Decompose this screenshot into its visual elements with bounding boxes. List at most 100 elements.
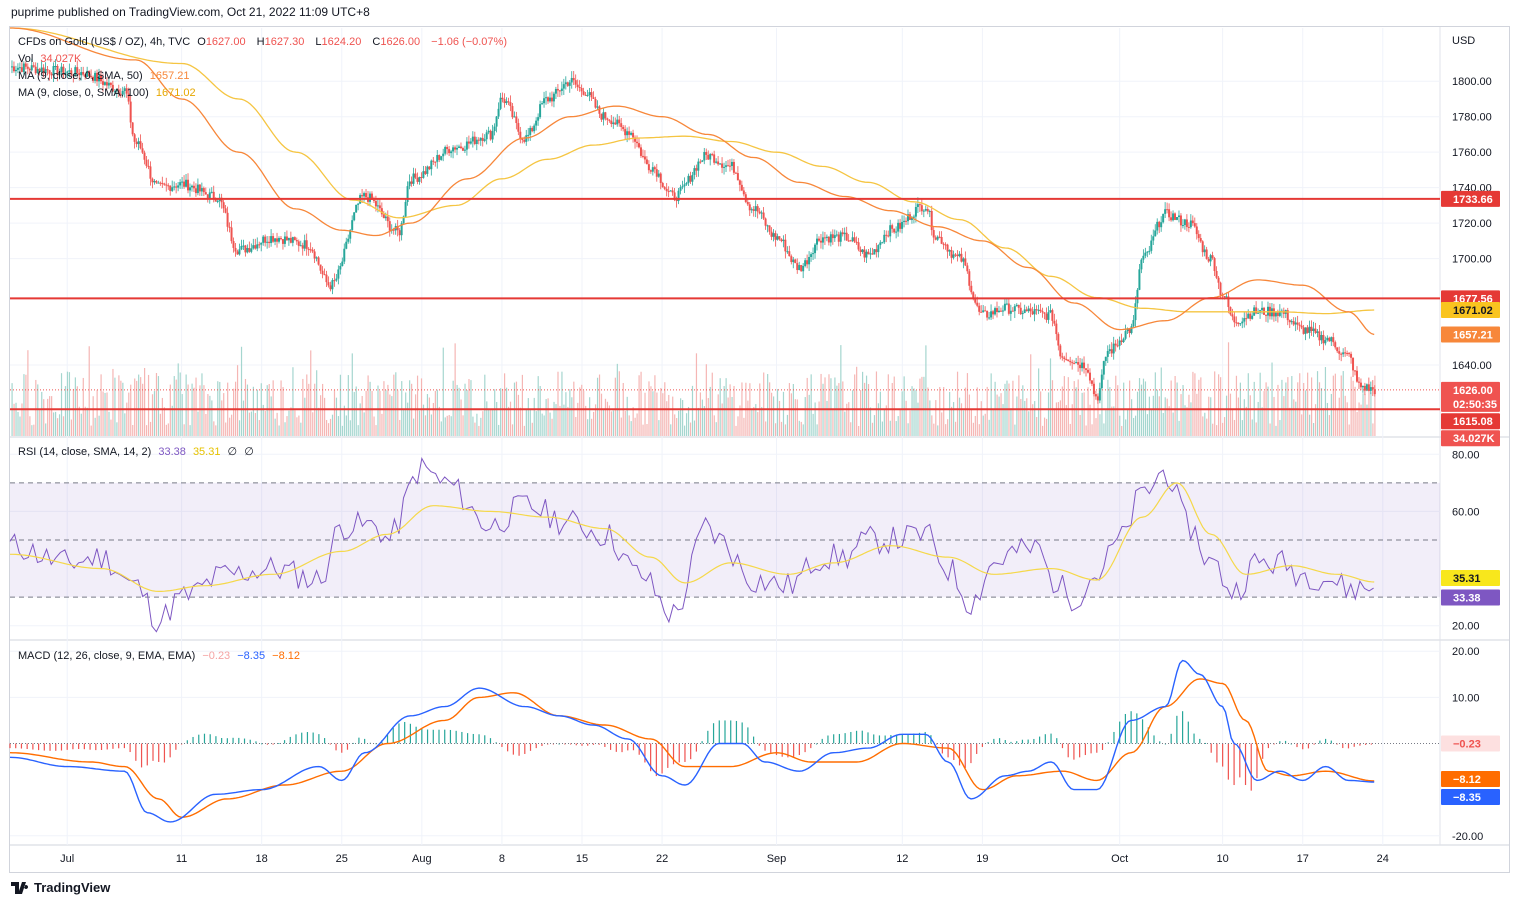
symbol-title[interactable]: CFDs on Gold (US$ / OZ), 4h, TVC xyxy=(18,36,191,48)
candle-body xyxy=(726,165,729,167)
candle-body xyxy=(612,122,615,125)
candle-body xyxy=(837,234,840,242)
volume-bar xyxy=(765,421,767,436)
volume-bar xyxy=(288,410,290,436)
candle-body xyxy=(798,265,801,271)
volume-bar xyxy=(933,423,935,436)
volume-bar xyxy=(359,403,361,436)
candle-body xyxy=(1357,381,1360,383)
volume-bar xyxy=(521,374,523,436)
candle-body xyxy=(604,112,607,119)
volume-bar xyxy=(300,422,302,436)
candle-body xyxy=(30,65,33,71)
volume-bar xyxy=(1241,420,1243,436)
candle-body xyxy=(711,154,714,156)
volume-bar xyxy=(1170,380,1172,436)
candle-body xyxy=(337,269,340,279)
candle-body xyxy=(177,185,180,188)
candle-body xyxy=(594,98,597,108)
volume-bar xyxy=(118,375,120,436)
volume-bar xyxy=(1140,384,1143,436)
volume-bar xyxy=(189,425,191,436)
candle-body xyxy=(507,101,510,103)
ma50-label[interactable]: MA (9, close, 0, SMA, 50) xyxy=(18,70,143,82)
candle-body xyxy=(582,91,585,95)
macd-histogram-bar xyxy=(118,743,120,749)
candle-body xyxy=(293,237,296,240)
candle-body xyxy=(679,187,682,191)
footer-brand[interactable]: TradingView xyxy=(11,880,110,895)
volume-bar xyxy=(1061,386,1063,436)
volume-bar xyxy=(1309,414,1311,436)
macd-histogram-bar xyxy=(1067,743,1069,758)
candle-body xyxy=(1274,312,1277,317)
candle-body xyxy=(477,139,480,141)
volume-bar xyxy=(796,399,798,436)
volume-bar xyxy=(114,377,116,436)
candle-body xyxy=(64,72,67,76)
volume-bar xyxy=(824,377,826,436)
volume-bar xyxy=(525,408,527,436)
macd-histogram-bar xyxy=(438,729,440,744)
macd-histogram-bar xyxy=(993,738,995,744)
candle-body xyxy=(297,241,300,246)
candle-body xyxy=(529,127,532,135)
candle-body xyxy=(713,154,716,163)
candle-body xyxy=(456,147,459,150)
candle-body xyxy=(1199,238,1202,242)
candle-body xyxy=(521,138,524,140)
tag-background xyxy=(1441,413,1500,430)
macd-histogram-bar xyxy=(1084,743,1086,756)
candle-body xyxy=(1326,337,1329,341)
last-price-tag: 1626.00 xyxy=(1441,381,1500,398)
candle-body xyxy=(879,242,882,246)
candle-body xyxy=(202,188,205,193)
candle-body xyxy=(434,161,437,163)
candle-body xyxy=(169,185,172,191)
volume-bar xyxy=(798,420,800,436)
candle-body xyxy=(1075,362,1078,364)
volume-bar xyxy=(1182,385,1184,436)
candle-body xyxy=(552,93,555,102)
candle-body xyxy=(382,214,385,219)
price-legend: CFDs on Gold (US$ / OZ), 4h, TVC O1627.0… xyxy=(18,36,511,48)
candle-body xyxy=(368,193,371,202)
volume-bar xyxy=(672,396,674,436)
macd-histogram-bar xyxy=(667,743,669,768)
candle-body xyxy=(683,184,686,187)
candle-body xyxy=(398,230,401,236)
candle-body xyxy=(766,225,769,227)
volume-bar xyxy=(1051,380,1054,436)
candle-body xyxy=(817,238,820,241)
candle-body xyxy=(311,249,314,252)
volume-bar xyxy=(33,424,35,436)
volume-bar xyxy=(1132,417,1135,436)
volume-bar xyxy=(915,390,917,436)
candle-body xyxy=(448,149,451,154)
candle-body xyxy=(859,249,862,253)
volume-bar xyxy=(456,384,458,436)
macd-histogram-bar xyxy=(221,738,223,744)
macd-label[interactable]: MACD (12, 26, close, 9, EMA, EMA) xyxy=(18,650,196,662)
macd-histogram-bar xyxy=(775,743,778,756)
volume-bar xyxy=(555,404,557,436)
candle-body xyxy=(1332,337,1335,343)
candle-body xyxy=(871,253,874,255)
volume-bar xyxy=(602,409,605,436)
volume-bar xyxy=(784,424,787,436)
volume-bar xyxy=(440,421,442,436)
volume-label[interactable]: Vol xyxy=(18,53,34,65)
ma100-label[interactable]: MA (9, close, 0, SMA, 100) xyxy=(18,87,149,99)
macd-histogram-bar xyxy=(55,743,57,751)
macd-histogram-bar xyxy=(1313,743,1315,745)
candle-body xyxy=(84,74,87,77)
volume-bar xyxy=(883,408,885,436)
volume-bar xyxy=(298,415,300,436)
volume-bar xyxy=(1067,377,1069,436)
volume-bar xyxy=(808,394,810,436)
rsi-label[interactable]: RSI (14, close, SMA, 14, 2) xyxy=(18,446,152,458)
macd-histogram-bar xyxy=(1153,735,1155,744)
candle-body xyxy=(954,254,957,256)
volume-bar xyxy=(1218,374,1220,436)
